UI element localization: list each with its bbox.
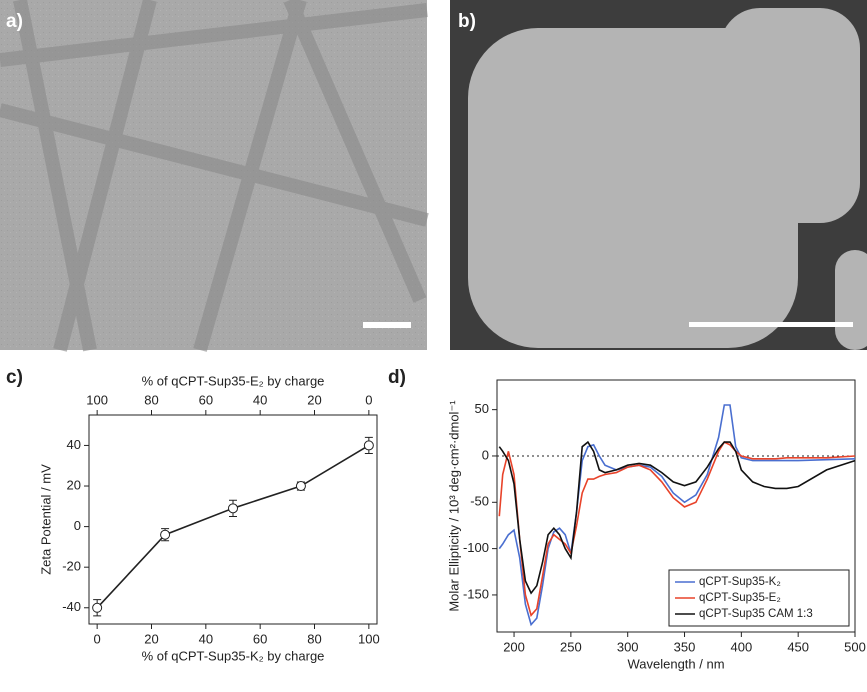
x-tick-label: 80: [307, 631, 321, 646]
data-point: [296, 482, 305, 491]
legend-label: qCPT-Sup35-E₂: [699, 592, 781, 604]
y-tick-label: 40: [67, 437, 81, 452]
panel-label: b): [458, 11, 476, 32]
x2-tick-label: 80: [144, 392, 158, 407]
y-tick-label: 0: [482, 447, 489, 462]
y-tick-label: -20: [62, 559, 81, 574]
y-axis-label: Molar Ellipticity / 10³ deg·cm²·dmol⁻¹: [446, 400, 461, 612]
micrograph-a: [0, 0, 427, 350]
x-tick-label: 60: [253, 631, 267, 646]
x2-axis-label: % of qCPT-Sup35-E₂ by charge: [142, 373, 325, 388]
x-tick-label: 100: [358, 631, 380, 646]
legend-label: qCPT-Sup35-K₂: [699, 576, 781, 588]
y-tick-label: -150: [463, 586, 489, 601]
x-axis-label: % of qCPT-Sup35-K₂ by charge: [142, 648, 325, 663]
x-axis-label: Wavelength / nm: [627, 656, 724, 671]
x2-tick-label: 40: [253, 392, 267, 407]
x-tick-label: 40: [199, 631, 213, 646]
x-tick-label: 350: [674, 639, 696, 654]
x-tick-label: 200: [503, 639, 525, 654]
x2-tick-label: 60: [199, 392, 213, 407]
x-tick-label: 0: [94, 631, 101, 646]
panel-label: c): [6, 367, 23, 388]
y-tick-label: -50: [470, 494, 489, 509]
data-point: [161, 530, 170, 539]
panel-label: a): [6, 11, 23, 32]
figure: a) b) c) d) 0 20 40 60 80 100 % of qCPT-Sup35-…: [0, 0, 867, 687]
y-tick-label: 50: [475, 401, 489, 416]
micrograph-b: [450, 0, 867, 350]
plot-frame: [89, 415, 377, 624]
x-tick-label: 450: [787, 639, 809, 654]
x-tick-label: 400: [730, 639, 752, 654]
y-tick-label: -40: [62, 599, 81, 614]
data-point: [364, 441, 373, 450]
x-tick-label: 500: [844, 639, 866, 654]
y-tick-label: 20: [67, 477, 81, 492]
data-line: [97, 445, 369, 607]
y-axis-label: Zeta Potential / mV: [38, 464, 53, 575]
y-tick-label: 0: [74, 518, 81, 533]
x2-tick-label: 0: [365, 392, 372, 407]
data-point: [93, 603, 102, 612]
x-tick-label: 250: [560, 639, 582, 654]
x-tick-label: 300: [617, 639, 639, 654]
x2-tick-label: 100: [86, 392, 108, 407]
x2-tick-label: 20: [307, 392, 321, 407]
legend-label: qCPT-Sup35 CAM 1:3: [699, 608, 813, 620]
panel-label: d): [388, 367, 406, 388]
data-point: [229, 504, 238, 513]
x-tick-label: 20: [144, 631, 158, 646]
y-tick-label: -100: [463, 540, 489, 555]
